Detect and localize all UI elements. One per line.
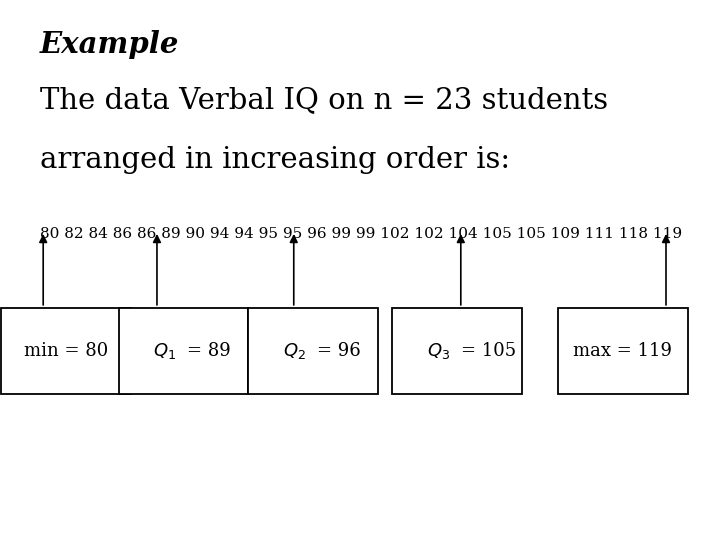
Text: $Q_2$: $Q_2$ bbox=[283, 341, 306, 361]
Text: max = 119: max = 119 bbox=[573, 342, 672, 360]
Text: The data Verbal IQ on n = 23 students: The data Verbal IQ on n = 23 students bbox=[40, 86, 608, 114]
Text: = 89: = 89 bbox=[187, 342, 231, 360]
Text: arranged in increasing order is:: arranged in increasing order is: bbox=[40, 146, 510, 174]
Text: $Q_1$: $Q_1$ bbox=[153, 341, 176, 361]
Text: Example: Example bbox=[40, 30, 179, 59]
Bar bbox=[392, 308, 522, 394]
Bar bbox=[248, 308, 378, 394]
Text: = 96: = 96 bbox=[317, 342, 361, 360]
Text: min = 80: min = 80 bbox=[24, 342, 109, 360]
Text: = 105: = 105 bbox=[461, 342, 516, 360]
Bar bbox=[119, 308, 248, 394]
Text: 80 82 84 86 86 89 90 94 94 95 95 96 99 99 102 102 104 105 105 109 111 118 119: 80 82 84 86 86 89 90 94 94 95 95 96 99 9… bbox=[40, 227, 682, 241]
Bar bbox=[558, 308, 688, 394]
Text: $Q_3$: $Q_3$ bbox=[427, 341, 450, 361]
Bar bbox=[1, 308, 131, 394]
